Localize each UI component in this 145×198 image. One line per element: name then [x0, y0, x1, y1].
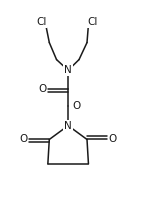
Text: O: O — [19, 134, 28, 145]
Text: N: N — [64, 65, 72, 75]
Text: O: O — [38, 84, 46, 94]
Text: N: N — [64, 121, 72, 131]
Text: O: O — [72, 101, 81, 111]
Text: Cl: Cl — [36, 17, 47, 27]
Text: O: O — [109, 134, 117, 145]
Text: Cl: Cl — [88, 17, 98, 27]
